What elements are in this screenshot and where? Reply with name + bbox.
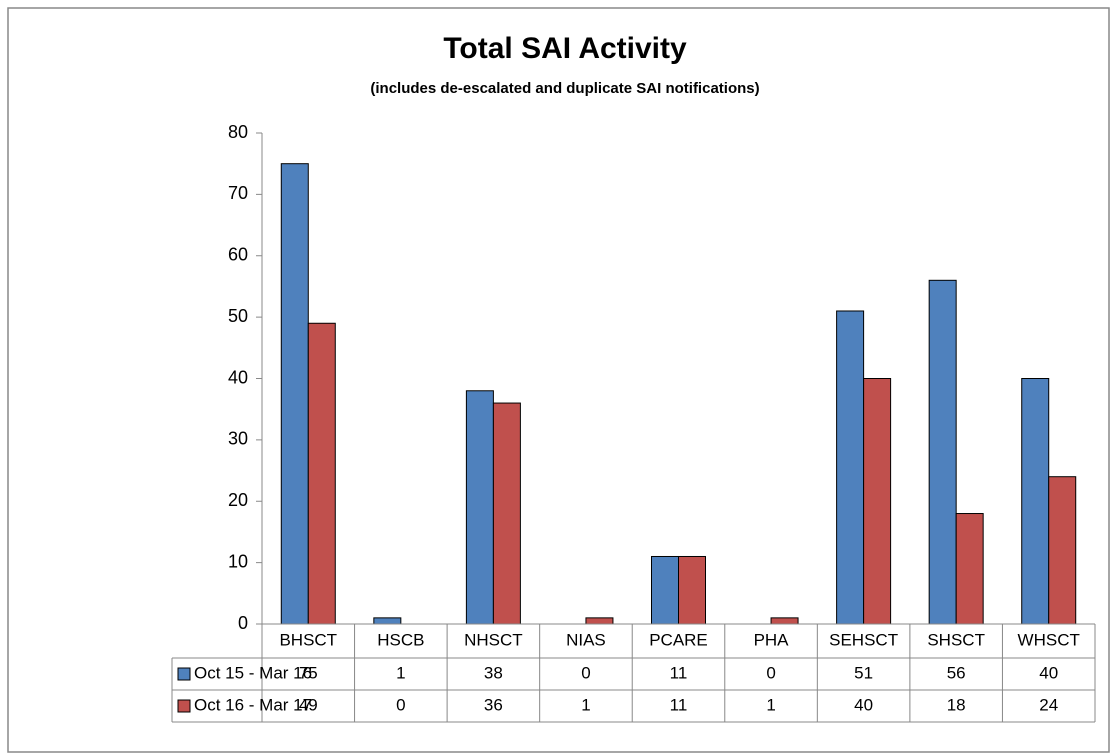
table-value: 0 (396, 695, 405, 714)
bar (492, 402, 521, 625)
legend-swatch (177, 699, 191, 713)
y-tick-label: 70 (228, 183, 248, 203)
y-tick-label: 80 (228, 122, 248, 142)
bar (1048, 476, 1077, 625)
x-tick-label: NIAS (566, 630, 606, 649)
x-tick-label: WHSCT (1018, 630, 1080, 649)
bar (955, 513, 984, 625)
table-value: 40 (1039, 663, 1058, 682)
y-tick-label: 0 (238, 613, 248, 633)
bar (770, 617, 799, 625)
bar (465, 390, 494, 625)
table-value: 11 (670, 663, 688, 682)
y-tick-label: 10 (228, 551, 248, 571)
table-value: 56 (947, 663, 966, 682)
x-tick-label: BHSCT (279, 630, 337, 649)
bar (373, 617, 402, 625)
x-tick-label: SHSCT (927, 630, 985, 649)
bar (863, 378, 892, 625)
table-value: 75 (299, 663, 318, 682)
table-value: 40 (854, 695, 873, 714)
chart-title: Total SAI Activity (443, 32, 687, 65)
bar (280, 163, 309, 625)
table-value: 36 (484, 695, 503, 714)
table-value: 11 (670, 695, 688, 714)
bar (585, 617, 614, 625)
table-value: 38 (484, 663, 503, 682)
y-tick-label: 60 (228, 245, 248, 265)
chart-subtitle: (includes de-escalated and duplicate SAI… (370, 80, 759, 97)
table-value: 1 (396, 663, 405, 682)
y-tick-label: 30 (228, 429, 248, 449)
bar (678, 555, 706, 625)
legend-label: Oct 16 - Mar 17 (194, 695, 312, 714)
legend-swatch (177, 667, 191, 681)
x-tick-label: SEHSCT (829, 630, 898, 649)
table-value: 0 (581, 663, 590, 682)
bar (651, 555, 679, 625)
table-value: 1 (766, 695, 775, 714)
x-tick-label: PCARE (649, 630, 708, 649)
table-value: 51 (854, 663, 873, 682)
bar (928, 279, 957, 625)
y-tick-label: 20 (228, 490, 248, 510)
y-tick-label: 40 (228, 367, 248, 387)
y-tick-label: 50 (228, 306, 248, 326)
chart-border (7, 7, 1110, 753)
bar (307, 322, 336, 625)
legend-label: Oct 15 - Mar 16 (194, 663, 312, 682)
table-value: 1 (581, 695, 590, 714)
x-tick-label: HSCB (377, 630, 424, 649)
x-tick-label: PHA (754, 630, 790, 649)
x-tick-label: NHSCT (464, 630, 523, 649)
bar (1021, 378, 1050, 625)
table-value: 18 (947, 695, 966, 714)
bar (836, 310, 865, 625)
table-value: 0 (766, 663, 775, 682)
table-value: 49 (299, 695, 318, 714)
table-value: 24 (1039, 695, 1058, 714)
